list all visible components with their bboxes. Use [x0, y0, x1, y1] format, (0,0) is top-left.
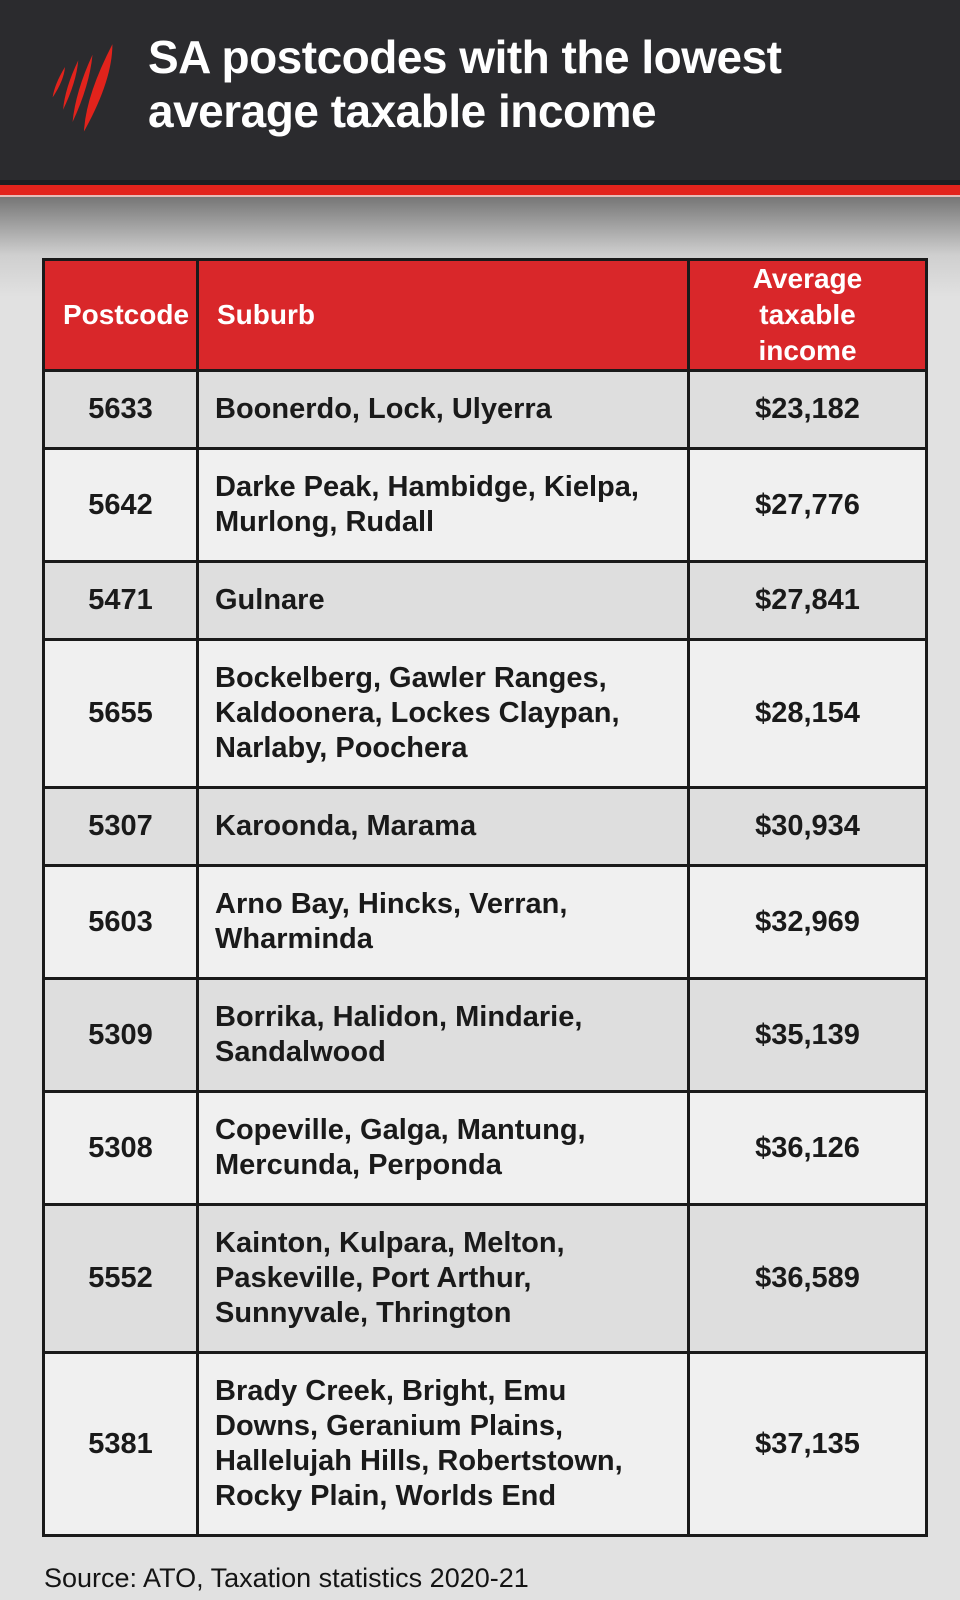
suburb-cell: Copeville, Galga, Mantung, Mercunda, Per…: [196, 1090, 690, 1206]
divider-red-stripe: [0, 185, 960, 195]
table-row: 5471 Gulnare $27,841: [42, 560, 928, 641]
table-row: 5655 Bockelberg, Gawler Ranges, Kaldoone…: [42, 638, 928, 789]
postcode-cell: 5642: [42, 447, 199, 563]
table-header-row: Postcode Suburb Average taxable income: [42, 258, 928, 372]
income-cell: $28,154: [687, 638, 928, 789]
col-header-postcode: Postcode: [42, 258, 199, 372]
table-row: 5603 Arno Bay, Hincks, Verran, Wharminda…: [42, 864, 928, 980]
table-row: 5642 Darke Peak, Hambidge, Kielpa, Murlo…: [42, 447, 928, 563]
postcode-cell: 5655: [42, 638, 199, 789]
income-cell: $35,139: [687, 977, 928, 1093]
table-row: 5309 Borrika, Halidon, Mindarie, Sandalw…: [42, 977, 928, 1093]
suburb-cell: Brady Creek, Bright, Emu Downs, Geranium…: [196, 1351, 690, 1537]
divider-dark: [0, 180, 960, 185]
income-cell: $30,934: [687, 786, 928, 867]
suburb-cell: Karoonda, Marama: [196, 786, 690, 867]
postcode-cell: 5308: [42, 1090, 199, 1206]
table-row: 5381 Brady Creek, Bright, Emu Downs, Ger…: [42, 1351, 928, 1537]
table-row: 5308 Copeville, Galga, Mantung, Mercunda…: [42, 1090, 928, 1206]
postcode-cell: 5633: [42, 369, 199, 450]
header-banner: SA postcodes with the lowest average tax…: [0, 0, 960, 180]
suburb-cell: Gulnare: [196, 560, 690, 641]
postcode-cell: 5552: [42, 1203, 199, 1354]
income-cell: $27,841: [687, 560, 928, 641]
sbs-logo-icon: [46, 36, 120, 141]
postcode-cell: 5307: [42, 786, 199, 867]
postcode-cell: 5603: [42, 864, 199, 980]
col-header-suburb: Suburb: [196, 258, 690, 372]
col-header-income: Average taxable income: [687, 258, 928, 372]
table-row: 5552 Kainton, Kulpara, Melton, Paskevill…: [42, 1203, 928, 1354]
postcode-income-table: Postcode Suburb Average taxable income 5…: [42, 258, 928, 1537]
table-row: 5633 Boonerdo, Lock, Ulyerra $23,182: [42, 369, 928, 450]
suburb-cell: Bockelberg, Gawler Ranges, Kaldoonera, L…: [196, 638, 690, 789]
suburb-cell: Darke Peak, Hambidge, Kielpa, Murlong, R…: [196, 447, 690, 563]
table-header: Postcode Suburb Average taxable income: [42, 258, 928, 372]
suburb-cell: Kainton, Kulpara, Melton, Paskeville, Po…: [196, 1203, 690, 1354]
income-cell: $27,776: [687, 447, 928, 563]
page-title-line1: SA postcodes with the lowest: [148, 31, 782, 83]
table-row: 5307 Karoonda, Marama $30,934: [42, 786, 928, 867]
income-cell: $36,589: [687, 1203, 928, 1354]
page-title-line2: average taxable income: [148, 85, 657, 137]
income-cell: $23,182: [687, 369, 928, 450]
income-cell: $32,969: [687, 864, 928, 980]
postcode-cell: 5471: [42, 560, 199, 641]
source-note: Source: ATO, Taxation statistics 2020-21: [44, 1563, 529, 1593]
suburb-cell: Boonerdo, Lock, Ulyerra: [196, 369, 690, 450]
postcode-cell: 5381: [42, 1351, 199, 1537]
table-body: 5633 Boonerdo, Lock, Ulyerra $23,182 564…: [42, 369, 928, 1537]
suburb-cell: Borrika, Halidon, Mindarie, Sandalwood: [196, 977, 690, 1093]
suburb-cell: Arno Bay, Hincks, Verran, Wharminda: [196, 864, 690, 980]
content-area: Postcode Suburb Average taxable income 5…: [0, 197, 960, 1600]
income-cell: $37,135: [687, 1351, 928, 1537]
postcode-cell: 5309: [42, 977, 199, 1093]
income-cell: $36,126: [687, 1090, 928, 1206]
page-title: SA postcodes with the lowest average tax…: [148, 30, 782, 138]
divider-highlight: [0, 195, 960, 197]
